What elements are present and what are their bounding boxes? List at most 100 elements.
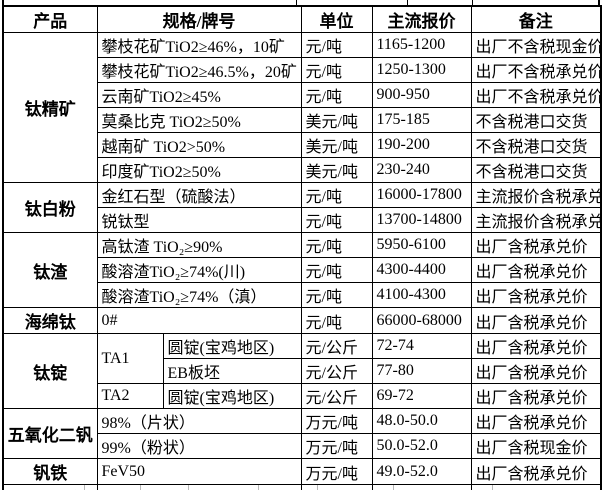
unit-cell: 元/吨 — [300, 307, 373, 334]
unit-cell: 元/吨 — [300, 207, 373, 233]
note-cell: 出厂含税承兑价 — [470, 358, 602, 384]
table-row: 钒铁 FeV50 万元/吨 49.0-52.0 出厂含税承兑价 — [2, 458, 602, 485]
spec-cell: 圆锭(宝鸡地区) — [162, 333, 302, 359]
note-cell: 出厂含税承兑价 — [470, 333, 602, 359]
unit-cell: 元/吨 — [300, 82, 373, 108]
price-table: 产品 规格/牌号 单位 主流报价 备注 钛精矿 攀枝花矿TiO2≥46%，10矿… — [2, 5, 603, 490]
price-cell: 78.0-81.0 — [371, 484, 472, 490]
unit-cell: 元/吨 — [300, 32, 373, 58]
table-row: 钛精矿 攀枝花矿TiO2≥46%，10矿 元/吨 1165-1200 出厂不含税… — [2, 32, 602, 183]
note-cell: 主流报价含税承兑 — [470, 207, 602, 233]
table-row: 攀枝花矿TiO2≥46.5%，20矿 元/吨 1250-1300 出厂不含税承兑… — [3, 57, 602, 83]
table-row: 印度矿TiO2≥50% 美元/吨 230-240 不含税港口交货 — [3, 157, 602, 183]
unit-cell: 元/公斤 — [300, 333, 373, 359]
spec-cell: VN16 — [96, 484, 302, 490]
header-row: 产品 规格/牌号 单位 主流报价 备注 — [2, 5, 602, 33]
grade-cell: TA1 — [96, 333, 164, 384]
note-cell: 出厂含税承兑价 — [470, 282, 602, 308]
table-row: EB板坯 元/公斤 77-80 出厂含税承兑价 — [3, 358, 602, 384]
table-row: 钛渣 高钛渣 TiO₂≥90% 元/吨 5950-6100 出厂含税承兑价 — [2, 232, 602, 308]
note-cell: 不含税港口交货 — [470, 107, 602, 133]
spec-cell: 酸溶渣TiO₂≥74%（滇） — [96, 282, 302, 308]
price-cell: 175-185 — [371, 107, 472, 133]
product-cell: 钒氮合金 — [2, 484, 98, 490]
spec-cell: 越南矿 TiO2>50% — [96, 132, 302, 158]
note-cell: 出厂不含税承兑价 — [470, 57, 602, 83]
unit-cell: 美元/吨 — [300, 157, 373, 183]
spec-cell: 98%（片状） — [96, 408, 302, 434]
product-cell: 五氧化二钒 — [2, 408, 98, 459]
note-cell: 出厂含税承兑价 — [470, 307, 602, 334]
product-cell: 钛精矿 — [2, 32, 98, 183]
unit-cell: 元/吨 — [300, 57, 373, 83]
price-cell: 1250-1300 — [371, 57, 472, 83]
spec-cell: 攀枝花矿TiO2≥46.5%，20矿 — [96, 57, 302, 83]
unit-cell: 美元/吨 — [300, 107, 373, 133]
price-cell: 4300-4400 — [371, 257, 472, 283]
spec-cell: FeV50 — [96, 458, 302, 485]
header-unit: 单位 — [300, 5, 373, 33]
table-row: 海绵钛 0# 元/吨 66000-68000 出厂含税承兑价 — [2, 307, 602, 334]
price-cell: 900-950 — [371, 82, 472, 108]
note-cell: 出厂含税承兑价 — [470, 484, 602, 490]
header-spec: 规格/牌号 — [96, 5, 302, 33]
unit-cell: 元/吨 — [300, 182, 373, 208]
spec-cell: 酸溶渣TiO₂≥74%(川) — [96, 257, 302, 283]
spec-cell: 锐钛型 — [96, 207, 302, 233]
table-row: 酸溶渣TiO₂≥74%(川) 元/吨 4300-4400 出厂含税承兑价 — [3, 257, 602, 283]
table-row: 锐钛型 元/吨 13700-14800 主流报价含税承兑 — [3, 207, 602, 233]
unit-cell: 美元/吨 — [300, 132, 373, 158]
unit-cell: 万元/吨 — [300, 484, 373, 490]
unit-cell: 元/吨 — [300, 232, 373, 258]
note-cell: 不含税港口交货 — [470, 157, 602, 183]
unit-cell: 元/公斤 — [300, 383, 373, 409]
note-cell: 出厂含税承兑价 — [470, 257, 602, 283]
table-row: 99%（粉状） 万元/吨 50.0-52.0 出厂含税现金价 — [3, 433, 602, 459]
price-cell: 69-72 — [371, 383, 472, 409]
note-cell: 不含税港口交货 — [470, 132, 602, 158]
table-row: 钛锭 TA1 圆锭(宝鸡地区) 元/公斤 72-74 出厂含税承兑价 — [2, 333, 602, 409]
price-cell: 4100-4300 — [371, 282, 472, 308]
spec-cell: 圆锭(宝鸡地区) — [162, 383, 302, 409]
price-cell: 66000-68000 — [371, 307, 472, 334]
unit-cell: 万元/吨 — [300, 433, 373, 459]
spec-cell: 云南矿TiO2≥45% — [96, 82, 302, 108]
header-price: 主流报价 — [371, 5, 472, 33]
note-cell: 出厂含税承兑价 — [470, 458, 602, 485]
spec-cell: 99%（粉状） — [96, 433, 302, 459]
note-cell: 出厂含税承兑价 — [470, 408, 602, 434]
spec-cell: 高钛渣 TiO₂≥90% — [96, 232, 302, 258]
price-cell: 190-200 — [371, 132, 472, 158]
table-row: 钒氮合金 VN16 万元/吨 78.0-81.0 出厂含税承兑价 — [2, 484, 602, 490]
product-cell: 钛渣 — [2, 232, 98, 308]
price-cell: 13700-14800 — [371, 207, 472, 233]
header-product: 产品 — [2, 5, 98, 33]
price-cell: 50.0-52.0 — [371, 433, 472, 459]
product-cell: 海绵钛 — [2, 307, 98, 334]
unit-cell: 元/吨 — [300, 282, 373, 308]
unit-cell: 万元/吨 — [300, 408, 373, 434]
note-cell: 出厂含税现金价 — [470, 433, 602, 459]
spec-cell: EB板坯 — [162, 358, 302, 384]
grade-cell: TA2 — [96, 383, 164, 409]
unit-cell: 元/吨 — [300, 257, 373, 283]
spec-cell: 莫桑比克 TiO2≥50% — [96, 107, 302, 133]
spec-cell: 印度矿TiO2≥50% — [96, 157, 302, 183]
price-cell: 72-74 — [371, 333, 472, 359]
table-row: 酸溶渣TiO₂≥74%（滇） 元/吨 4100-4300 出厂含税承兑价 — [3, 282, 602, 308]
note-cell: 出厂不含税承兑价 — [470, 82, 602, 108]
table-row: 钛白粉 金红石型（硫酸法） 元/吨 16000-17800 主流报价含税承兑 — [2, 182, 602, 233]
price-cell: 48.0-50.0 — [371, 408, 472, 434]
unit-cell: 元/公斤 — [300, 358, 373, 384]
note-cell: 出厂含税承兑价 — [470, 232, 602, 258]
product-cell: 钛白粉 — [2, 182, 98, 233]
price-cell: 5950-6100 — [371, 232, 472, 258]
price-cell: 230-240 — [371, 157, 472, 183]
note-cell: 主流报价含税承兑 — [470, 182, 602, 208]
price-cell: 49.0-52.0 — [371, 458, 472, 485]
price-cell: 1165-1200 — [371, 32, 472, 58]
price-cell: 16000-17800 — [371, 182, 472, 208]
spec-cell: 金红石型（硫酸法） — [96, 182, 302, 208]
product-cell: 钛锭 — [2, 333, 98, 409]
